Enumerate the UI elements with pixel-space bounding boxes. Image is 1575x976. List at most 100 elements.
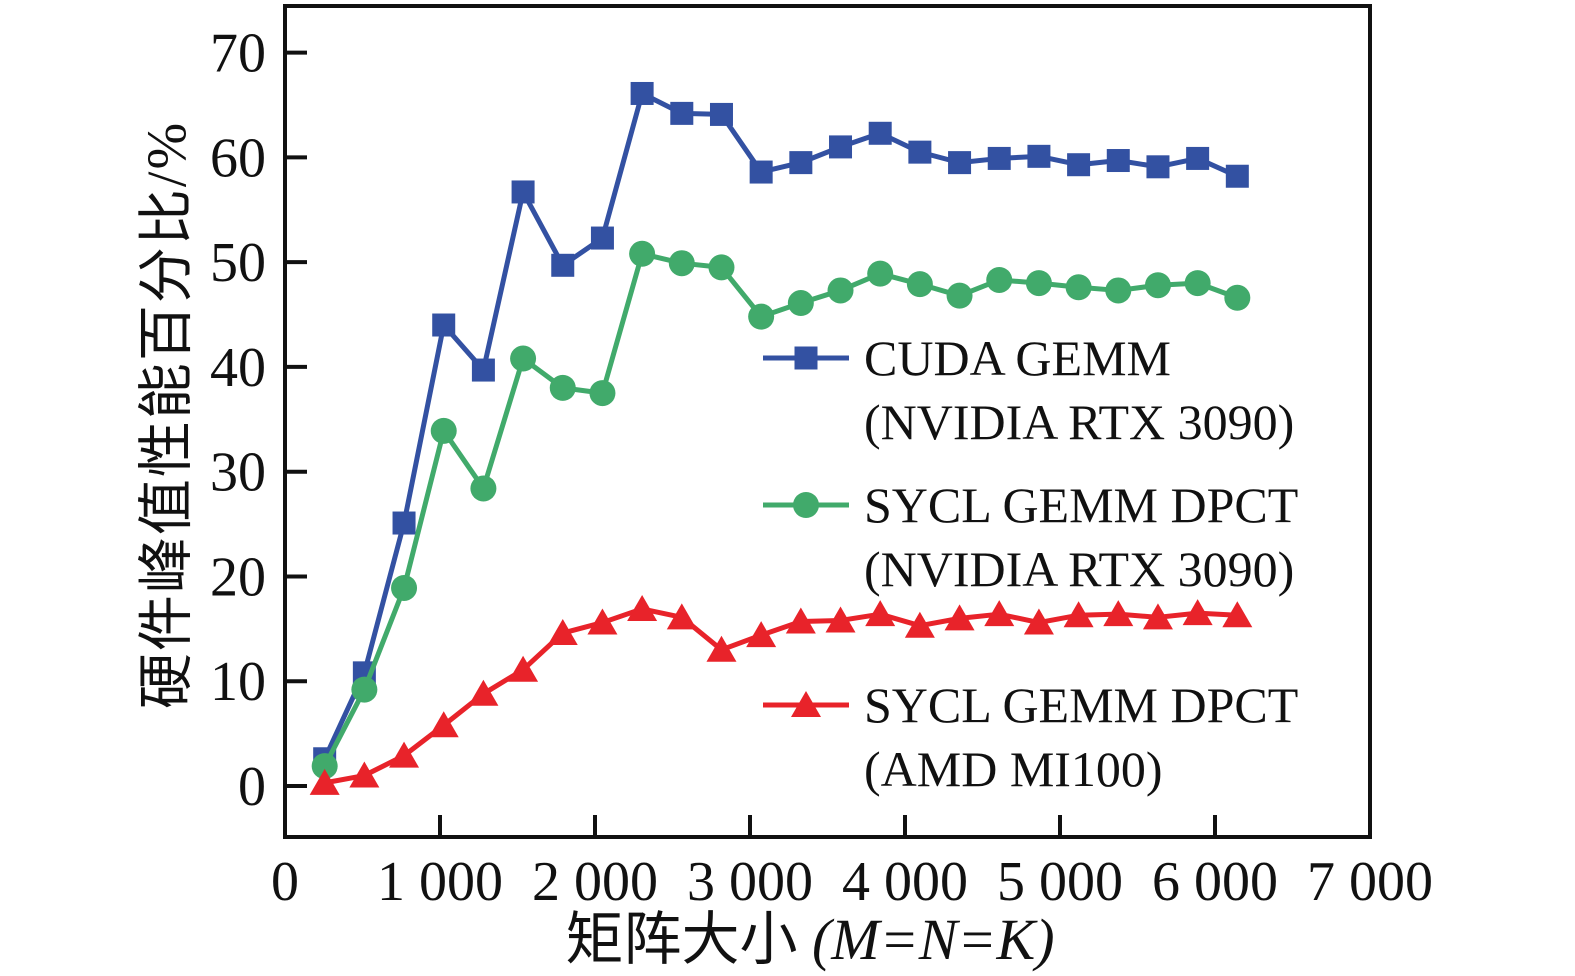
data-point-marker <box>430 417 457 444</box>
data-point-marker <box>549 374 576 401</box>
data-point-marker <box>351 676 378 703</box>
data-point-marker <box>551 253 575 277</box>
x-tick-label: 5 000 <box>997 851 1123 913</box>
x-tick-label: 4 000 <box>842 851 968 913</box>
data-point-marker <box>470 475 497 502</box>
data-point-marker <box>590 226 614 250</box>
legend-item-cuda-gemm-rtx3090: CUDA GEMM (NVIDIA RTX 3090) <box>763 326 1294 454</box>
data-point-marker <box>867 260 894 287</box>
data-point-marker <box>309 768 340 795</box>
legend-label-line2: (NVIDIA RTX 3090) <box>864 394 1295 450</box>
y-tick-label: 20 <box>210 546 266 608</box>
data-point-marker <box>1103 600 1134 627</box>
legend-item-sycl-gemm-rtx3090: SYCL GEMM DPCT (NVIDIA RTX 3090) <box>763 473 1298 601</box>
legend-item-sycl-gemm-mi100: SYCL GEMM DPCT (AMD MI100) <box>763 673 1298 801</box>
data-point-marker <box>668 250 695 277</box>
data-point-marker <box>630 81 654 105</box>
data-point-marker <box>1105 277 1132 304</box>
plot-frame <box>283 4 1372 839</box>
legend-marker-triangle-icon <box>763 691 849 717</box>
y-tick-label: 70 <box>210 23 266 85</box>
y-tick-label: 30 <box>210 442 266 504</box>
data-point-marker <box>510 345 537 372</box>
data-point-marker <box>432 313 456 337</box>
y-axis-label: 硬件峰值性能百分比/% <box>122 121 203 709</box>
legend-marker-square-icon <box>763 346 849 370</box>
x-axis-label-cjk: 矩阵大小 <box>565 907 812 972</box>
data-point-marker <box>986 266 1013 293</box>
data-point-marker <box>825 606 856 633</box>
data-point-marker <box>987 146 1011 170</box>
data-point-marker <box>904 611 935 638</box>
legend-label-line1: CUDA GEMM <box>864 330 1171 386</box>
data-point-marker <box>1142 603 1173 630</box>
data-point-marker <box>428 711 459 738</box>
data-point-marker <box>827 277 854 304</box>
legend-label-block: SYCL GEMM DPCT (NVIDIA RTX 3090) <box>864 473 1298 601</box>
y-axis-label-text: 硬件峰值性能百分比/% <box>136 120 199 710</box>
data-point-marker <box>749 160 773 184</box>
legend-label-line2: (NVIDIA RTX 3090) <box>864 541 1295 597</box>
data-point-marker <box>1144 272 1171 299</box>
legend-label-line2: (AMD MI100) <box>864 741 1163 797</box>
data-point-marker <box>1106 149 1130 173</box>
data-point-marker <box>589 380 616 407</box>
data-point-marker <box>791 691 821 717</box>
y-tick-label: 40 <box>210 337 266 399</box>
data-point-marker <box>391 574 418 601</box>
data-point-marker <box>1184 270 1211 297</box>
data-point-marker <box>1182 599 1213 626</box>
data-point-marker <box>1146 155 1170 179</box>
x-axis-label-math: (M=N=K) <box>811 907 1055 972</box>
data-point-marker <box>1027 144 1051 168</box>
data-point-marker <box>670 101 694 125</box>
legend-marker-circle-icon <box>763 492 849 518</box>
data-point-marker <box>789 151 813 175</box>
data-point-marker <box>1025 270 1052 297</box>
data-point-marker <box>906 271 933 298</box>
x-tick-label: 1 000 <box>377 851 503 913</box>
data-point-marker <box>311 753 338 780</box>
data-point-marker <box>785 607 816 634</box>
y-tick-label: 60 <box>210 127 266 189</box>
y-tick-label: 50 <box>210 232 266 294</box>
data-point-marker <box>746 621 777 648</box>
x-tick-label: 0 <box>271 851 299 913</box>
data-point-marker <box>508 655 539 682</box>
data-point-marker <box>468 679 499 706</box>
data-point-marker <box>794 346 818 370</box>
data-point-marker <box>1225 164 1249 188</box>
data-point-marker <box>471 358 495 382</box>
data-point-marker <box>1063 601 1094 628</box>
data-point-marker <box>946 282 973 309</box>
data-point-marker <box>349 761 380 788</box>
data-point-marker <box>511 180 535 204</box>
data-point-marker <box>587 608 618 635</box>
y-tick-label: 10 <box>210 651 266 713</box>
data-point-marker <box>748 303 775 330</box>
data-point-marker <box>944 604 975 631</box>
data-point-marker <box>389 741 420 768</box>
data-point-marker <box>984 600 1015 627</box>
data-point-marker <box>1067 153 1091 177</box>
x-tick-label: 6 000 <box>1152 851 1278 913</box>
data-point-marker <box>787 290 814 317</box>
x-tick-label: 3 000 <box>687 851 813 913</box>
legend-label-block: SYCL GEMM DPCT (AMD MI100) <box>864 673 1298 801</box>
data-point-marker <box>1023 608 1054 635</box>
data-point-marker <box>1222 601 1253 628</box>
data-point-marker <box>1065 274 1092 301</box>
x-tick-label: 7 000 <box>1307 851 1433 913</box>
x-tick-label: 2 000 <box>532 851 658 913</box>
data-point-marker <box>908 140 932 164</box>
data-point-marker <box>865 600 896 627</box>
data-point-marker <box>629 240 656 267</box>
data-point-marker <box>392 511 416 535</box>
y-tick-label: 0 <box>238 756 266 818</box>
data-point-marker <box>868 121 892 145</box>
data-point-marker <box>1186 146 1210 170</box>
data-point-marker <box>706 635 737 662</box>
data-point-marker <box>666 603 697 630</box>
